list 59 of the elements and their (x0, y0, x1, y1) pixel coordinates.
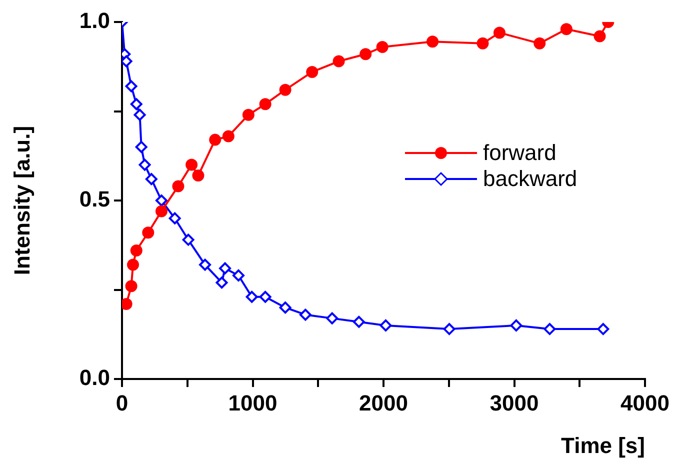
point (259, 290, 272, 303)
x-tick-label: 0 (116, 390, 128, 416)
point (126, 258, 139, 271)
point (259, 98, 272, 110)
y-tick-label: 0.0 (79, 365, 110, 390)
point (380, 319, 392, 332)
point (476, 37, 489, 50)
point (560, 23, 572, 36)
point (125, 280, 138, 292)
legend-label: backward (483, 166, 578, 192)
point (138, 158, 151, 171)
point (209, 134, 222, 146)
point (155, 194, 168, 206)
legend-label: forward (483, 140, 556, 166)
point (352, 316, 365, 328)
point (299, 308, 312, 321)
point (172, 180, 184, 192)
point (222, 130, 234, 142)
point (426, 36, 439, 48)
point (326, 312, 338, 324)
x-tick-label: 4000 (620, 390, 670, 416)
point (142, 226, 154, 239)
point (242, 108, 254, 121)
point (134, 108, 146, 121)
point (279, 302, 292, 314)
point (216, 276, 228, 289)
x-tick-label: 2000 (359, 390, 408, 416)
point (232, 269, 244, 282)
x-axis-title: Time [s] (561, 432, 645, 458)
point (306, 66, 318, 78)
y-tick-label: 0.5 (79, 186, 110, 212)
point (130, 98, 142, 110)
y-tick-label: 1.0 (79, 8, 110, 34)
point (145, 173, 158, 186)
point (155, 205, 168, 218)
x-tick-label: 1000 (228, 390, 278, 416)
x-tick-label: 3000 (490, 390, 539, 416)
point (360, 48, 372, 60)
point (443, 323, 456, 336)
point (493, 26, 506, 39)
point (376, 40, 388, 53)
point (182, 234, 194, 246)
point (192, 170, 204, 182)
point (544, 323, 556, 336)
point (279, 84, 292, 96)
point (597, 323, 610, 336)
point (246, 290, 258, 303)
point (135, 140, 148, 153)
point (219, 262, 232, 274)
point (199, 258, 212, 271)
point (125, 80, 138, 92)
point (168, 212, 181, 224)
point (186, 158, 198, 171)
point (510, 319, 522, 332)
point (332, 55, 345, 68)
point (594, 30, 606, 42)
point (130, 244, 142, 256)
y-axis-title: Intensity [a.u.] (9, 126, 34, 276)
point (534, 37, 546, 50)
